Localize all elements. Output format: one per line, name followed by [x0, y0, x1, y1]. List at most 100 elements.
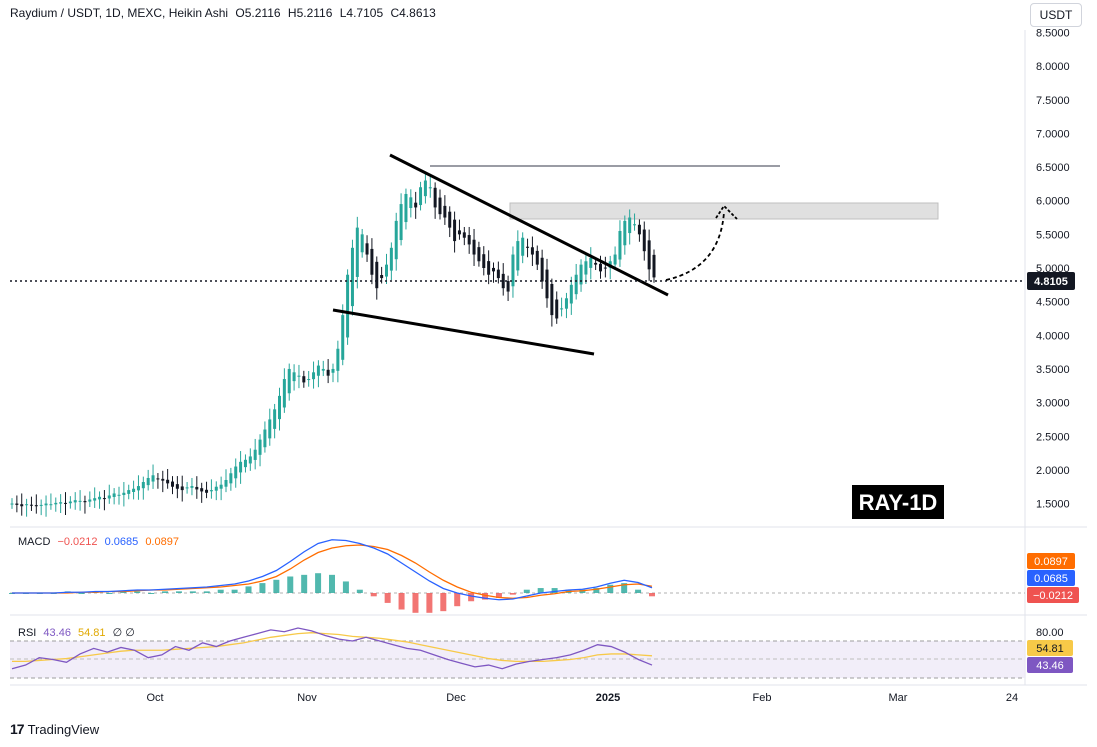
candle-body	[637, 224, 641, 235]
currency-button[interactable]: USDT	[1030, 3, 1082, 27]
candle-body	[190, 486, 194, 488]
candle-body	[419, 187, 423, 206]
macd-hist-bar	[649, 593, 655, 597]
candle-body	[59, 502, 63, 504]
candle-body	[156, 478, 160, 480]
candle-body	[535, 250, 539, 265]
macd-hist-bar	[78, 593, 85, 594]
rsi-pane	[11, 627, 653, 670]
rsi-extra: ∅ ∅	[112, 627, 135, 639]
candle-body	[496, 269, 500, 279]
candle-body	[20, 504, 24, 507]
candle-body	[132, 488, 136, 492]
macd-hist-bar	[217, 589, 224, 593]
price-tick-label: 3.0000	[1036, 398, 1070, 410]
candle-body	[175, 484, 179, 489]
candle-body	[25, 504, 29, 506]
candle-body	[530, 247, 534, 255]
macd-hist-bar	[468, 593, 475, 602]
candle-body	[321, 368, 325, 371]
candle-body	[613, 254, 617, 265]
candle-body	[268, 419, 272, 439]
candle-body	[282, 379, 286, 408]
macd-hist-bar	[342, 581, 349, 593]
rsi-line	[11, 627, 653, 670]
time-tick-label: 24	[1006, 692, 1018, 704]
macd-hist-bar	[635, 589, 642, 593]
time-tick-label: Dec	[446, 692, 466, 704]
candle-body	[375, 261, 379, 289]
macd-hist-bar	[440, 593, 447, 612]
macd-hist-bar	[370, 593, 377, 597]
candle-body	[560, 308, 564, 310]
candle-body	[501, 273, 505, 289]
candle-body	[584, 261, 588, 275]
candle-body	[603, 267, 607, 269]
macd-hist-bar	[120, 591, 127, 593]
ohlc-low: L4.7105	[339, 6, 384, 20]
candle-body	[360, 234, 364, 253]
macd-hist-bar	[134, 591, 141, 593]
macd-hist-bar	[398, 593, 405, 610]
candle-body	[545, 269, 549, 299]
macd-hist-bar	[454, 593, 461, 607]
macd-hist-bar	[426, 593, 433, 613]
candle-body	[64, 502, 67, 504]
macd-hist-bar	[189, 591, 196, 593]
rsi-badge	[1027, 657, 1073, 673]
candle-body	[263, 429, 267, 448]
candle-body	[234, 466, 238, 479]
candle-body	[487, 261, 491, 275]
time-tick-label: Feb	[753, 692, 772, 704]
price-tick-label: 8.0000	[1036, 61, 1070, 73]
rsi-value: 43.46	[43, 627, 71, 639]
candle-body	[127, 490, 131, 494]
candle-body	[273, 409, 277, 429]
wedge-lower-trendline	[332, 308, 595, 356]
candle-body	[574, 274, 578, 295]
ohlc-high: H5.2116	[287, 6, 333, 20]
macd-hist-value: −0.0212	[57, 536, 98, 548]
candle-body	[341, 315, 345, 360]
candle-body	[370, 248, 374, 275]
candle-body	[316, 365, 320, 376]
candle-body	[365, 243, 369, 255]
candle-body	[195, 486, 199, 490]
price-tick-label: 2.5000	[1036, 431, 1070, 443]
candle-body	[117, 494, 121, 496]
macd-signal-value: 0.0897	[145, 536, 179, 548]
candle-body	[526, 246, 530, 248]
price-tick-label: 7.5000	[1036, 95, 1070, 107]
macd-hist-bar	[523, 589, 530, 593]
ohlc-open: O5.2116	[235, 6, 281, 20]
macd-hist-bar	[162, 591, 169, 593]
candle-body	[78, 500, 82, 502]
brand-name: TradingView	[27, 721, 100, 737]
candle-body	[457, 230, 461, 235]
candle-body	[492, 267, 495, 272]
candle-body	[555, 299, 559, 319]
hist-badge	[1027, 587, 1079, 603]
candle-body	[482, 254, 486, 268]
macd-hist-bar	[106, 593, 113, 594]
candle-body	[239, 461, 243, 473]
candle-body	[428, 187, 432, 189]
macd-badge-value: 0.0685	[1034, 573, 1068, 585]
footer-brand[interactable]: 17 TradingView	[10, 721, 99, 737]
rsi-axis-80: 80.00	[1036, 627, 1064, 639]
current-price-value: 4.8105	[1034, 276, 1068, 288]
candle-body	[564, 298, 568, 309]
macd-hist-bar	[273, 579, 280, 593]
macd-hist-bar	[245, 586, 252, 593]
candle-body	[409, 197, 413, 209]
candle-body	[618, 230, 622, 260]
current-price-badge	[1027, 272, 1075, 290]
macd-hist-bar	[621, 583, 628, 593]
candle-body	[540, 257, 544, 282]
price-tick-label: 8.5000	[1036, 27, 1070, 39]
candle-body	[579, 264, 583, 285]
macd-hist-bar	[315, 573, 322, 593]
candle-body	[73, 500, 77, 503]
macd-badge	[1027, 570, 1075, 586]
